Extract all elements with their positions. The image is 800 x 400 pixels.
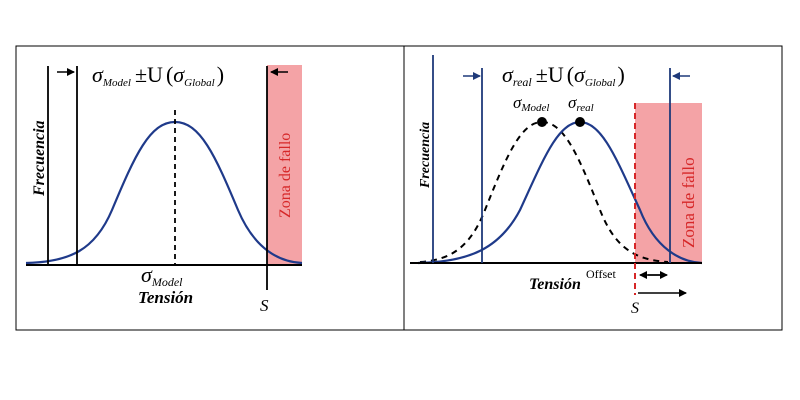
right-panel-frame — [403, 45, 783, 331]
model-peak-marker — [537, 117, 547, 127]
real-peak-label: σreal — [568, 93, 594, 114]
formula-right: σreal ±U (σGlobal) — [502, 62, 625, 89]
s-label-left: S — [260, 296, 269, 315]
s-label-right: S — [631, 300, 639, 317]
failure-zone-left — [267, 65, 302, 265]
failure-zone-label-right: Zona de fallo — [679, 157, 698, 248]
x-axis-label-left: Tensión — [138, 288, 193, 307]
formula-left: σModel ±U (σGlobal) — [92, 62, 224, 89]
y-axis-label-left: Frecuencia — [31, 120, 48, 197]
y-axis-label-right: Frecuencia — [418, 122, 433, 189]
failure-zone-label-left: Zona de fallo — [277, 133, 294, 218]
failure-zone-right — [635, 103, 702, 263]
left-panel: σModel ±U (σGlobal) Frecuencia Zona de fal… — [25, 62, 303, 315]
real-peak-marker — [575, 117, 585, 127]
right-panel: σreal ±U (σGlobal) σModel σreal Frecuencia… — [410, 55, 703, 317]
model-peak-label: σModel — [513, 93, 550, 114]
x-axis-label-right: Tensión — [529, 276, 581, 293]
mean-label-left: σModel — [141, 262, 183, 289]
model-distribution-curve — [25, 120, 303, 265]
offset-label: Offset — [586, 267, 616, 281]
